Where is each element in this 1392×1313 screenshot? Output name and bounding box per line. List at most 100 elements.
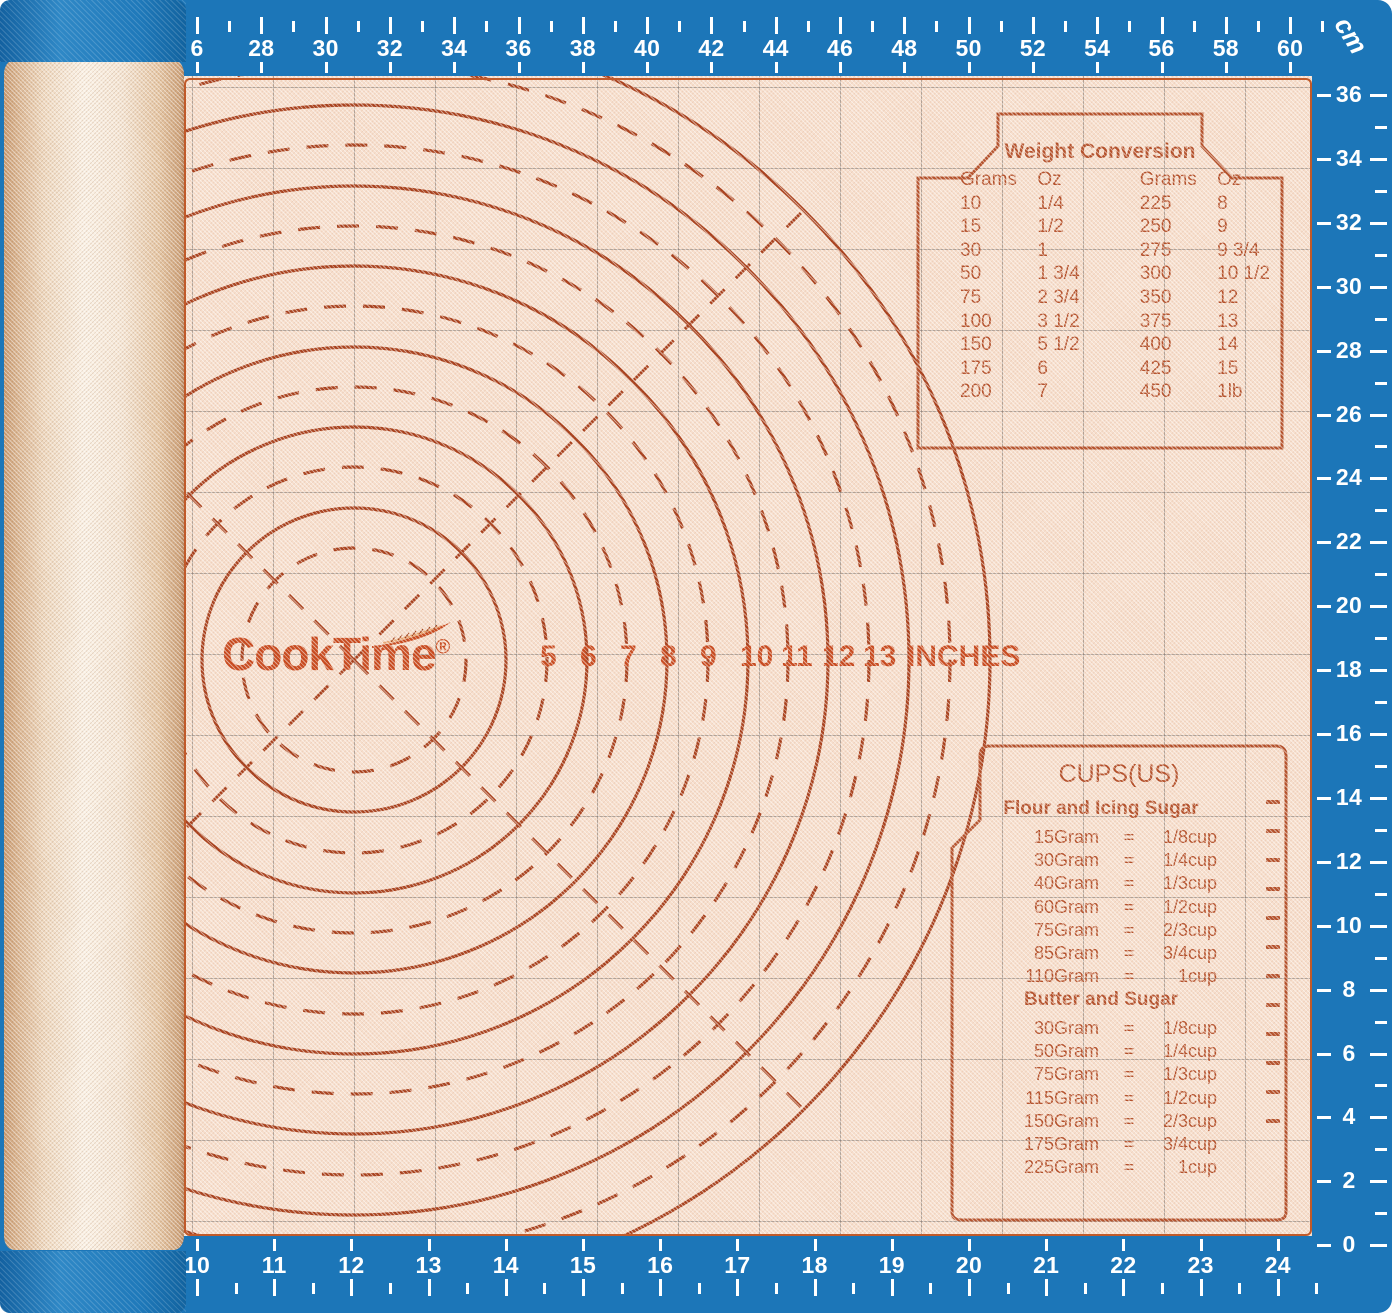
cell: = bbox=[1123, 1064, 1135, 1085]
ruler-tick-right-outer-major bbox=[1370, 605, 1387, 609]
table-header-row: Grams Oz Grams Oz bbox=[960, 170, 1284, 194]
ruler-tick-bottom-minor bbox=[1006, 1283, 1010, 1294]
ruler-tick-top-minor bbox=[549, 21, 553, 32]
cell: Gram bbox=[1054, 1087, 1099, 1108]
cell: Gram bbox=[1054, 1018, 1099, 1038]
inch-tick-13: 13 bbox=[863, 640, 897, 673]
cell: 225 bbox=[1023, 1157, 1054, 1178]
ruler-tick-bottom-major bbox=[427, 1279, 431, 1296]
rolled-mat bbox=[0, 0, 186, 1313]
ruler-tick-bottom-upper bbox=[659, 1239, 663, 1251]
inch-tick-5: 5 bbox=[540, 640, 557, 673]
cell: = bbox=[1123, 942, 1135, 963]
ruler-tick-bottom-upper bbox=[1199, 1239, 1203, 1251]
ruler-label-top-6: 6 bbox=[190, 35, 204, 61]
table-row: 50 Gram = 1/4 cup bbox=[1010, 1042, 1228, 1065]
ruler-tick-bottom-major bbox=[1199, 1279, 1203, 1296]
ruler-tick-bottom-upper bbox=[968, 1239, 971, 1251]
cell: cup bbox=[1188, 850, 1218, 871]
ruler-tick-right-outer-major bbox=[1370, 860, 1387, 864]
ruler-tick-top-minor bbox=[871, 21, 875, 32]
ruler-tick-top-lower bbox=[453, 62, 457, 73]
ruler-label-right-0: 0 bbox=[1342, 1231, 1356, 1258]
ruler-tick-right-inner-major bbox=[1317, 477, 1331, 481]
cell: 7 bbox=[1037, 381, 1048, 403]
ruler-tick-bottom-upper bbox=[504, 1239, 508, 1251]
ruler-tick-top-major bbox=[839, 17, 842, 34]
ruler-tick-top-major bbox=[581, 17, 585, 34]
cell: = bbox=[1123, 896, 1135, 917]
ruler-tick-top-minor bbox=[485, 21, 489, 32]
ruler-tick-top-minor bbox=[1128, 21, 1132, 32]
ruler-tick-bottom-upper bbox=[890, 1239, 894, 1251]
cell: 1/3 bbox=[1162, 873, 1188, 894]
cell: 1/8 bbox=[1162, 1018, 1188, 1038]
table-row: 40 Gram = 1/3 cup bbox=[1010, 874, 1228, 897]
ruler-tick-right-outer-major bbox=[1370, 733, 1387, 736]
ruler-label-bottom-20: 20 bbox=[955, 1252, 983, 1278]
cell: = bbox=[1123, 1087, 1135, 1108]
ruler-label-top-40: 40 bbox=[634, 35, 661, 61]
ruler-tick-right-outer-major bbox=[1370, 1116, 1387, 1120]
weight-panel-title: Weight Conversion bbox=[1004, 140, 1196, 163]
ruler-label-right-6: 6 bbox=[1342, 1039, 1356, 1066]
ruler-tick-bottom-minor bbox=[1315, 1283, 1319, 1294]
inch-tick-12: 12 bbox=[822, 640, 856, 673]
ruler-tick-bottom-upper bbox=[1276, 1239, 1280, 1251]
cell: Gram bbox=[1054, 919, 1099, 940]
ruler-label-bottom-16: 16 bbox=[647, 1252, 674, 1278]
cell: 250 bbox=[1139, 216, 1172, 238]
ruler-label-bottom-22: 22 bbox=[1110, 1252, 1137, 1278]
ruler-label-right-4: 4 bbox=[1342, 1103, 1356, 1130]
weight-conversion-panel: Weight Conversion Grams Oz Grams Oz 10 1/… bbox=[916, 112, 1284, 450]
cell: Gram bbox=[1054, 1064, 1099, 1085]
cell: 6 bbox=[1037, 357, 1048, 379]
weight-conversion-table: Grams Oz Grams Oz 10 1/4 225 8 15 1/2 250 9 30… bbox=[960, 170, 1284, 406]
ruler-tick-top-lower bbox=[1096, 62, 1100, 73]
cell: 15 bbox=[1033, 827, 1054, 847]
ruler-tick-top-major bbox=[903, 17, 907, 34]
cell: 375 bbox=[1139, 310, 1172, 332]
ruler-tick-bottom-minor bbox=[852, 1283, 856, 1294]
ruler-tick-top-major bbox=[1224, 17, 1228, 34]
ruler-tick-bottom-major bbox=[273, 1279, 277, 1296]
cell: cup bbox=[1188, 1018, 1218, 1038]
ruler-tick-top-lower bbox=[839, 62, 842, 73]
cell: cup bbox=[1188, 1041, 1218, 1062]
wheat-leaf-icon bbox=[372, 622, 451, 648]
ruler-tick-right-outer-minor bbox=[1375, 1020, 1387, 1024]
ruler-tick-right-outer-minor bbox=[1375, 1084, 1387, 1088]
ruler-tick-top-major bbox=[1031, 17, 1035, 34]
ruler-tick-top-major bbox=[967, 17, 971, 34]
ruler-tick-right-inner-major bbox=[1317, 733, 1331, 736]
cell: cup bbox=[1188, 919, 1218, 940]
ruler-label-right-8: 8 bbox=[1342, 975, 1356, 1002]
ruler-tick-top-minor bbox=[1064, 21, 1068, 32]
table-row: 50 1 3/4 300 10 1/2 bbox=[960, 264, 1284, 288]
col-header-grams-2: Grams bbox=[1139, 169, 1197, 190]
ruler-tick-top-major bbox=[388, 17, 392, 34]
ruler-tick-right-outer-major bbox=[1370, 413, 1387, 417]
ruler-tick-top-lower bbox=[903, 62, 907, 73]
cups-us-panel: CUPS(US) Flour and Icing Sugar 15 Gram = 1/… bbox=[950, 744, 1288, 1222]
cell: 3/4 bbox=[1162, 942, 1188, 963]
ruler-tick-bottom-minor bbox=[543, 1283, 547, 1294]
cell: 1 bbox=[1177, 966, 1188, 987]
ruler-tick-top-minor bbox=[1321, 21, 1325, 32]
ruler-tick-bottom-upper bbox=[582, 1239, 585, 1251]
ruler-label-bottom-15: 15 bbox=[569, 1252, 597, 1278]
cell: 3/4 bbox=[1162, 1133, 1188, 1154]
flour-section-title: Flour and Icing Sugar bbox=[1003, 798, 1199, 819]
cell: 12 bbox=[1217, 286, 1239, 308]
ruler-tick-right-inner-major bbox=[1317, 605, 1331, 609]
ruler-tick-right-outer-major bbox=[1370, 796, 1387, 800]
cell: 30 bbox=[1033, 1018, 1054, 1038]
cell: 175 bbox=[1023, 1133, 1054, 1154]
ruler-tick-bottom-upper bbox=[1122, 1239, 1126, 1251]
ruler-label-right-24: 24 bbox=[1335, 464, 1363, 491]
ruler-tick-right-outer-minor bbox=[1375, 189, 1387, 193]
ruler-tick-bottom-major bbox=[1122, 1279, 1126, 1296]
ruler-label-right-20: 20 bbox=[1335, 592, 1363, 619]
table-row: 100 3 1/2 375 13 bbox=[960, 312, 1284, 336]
